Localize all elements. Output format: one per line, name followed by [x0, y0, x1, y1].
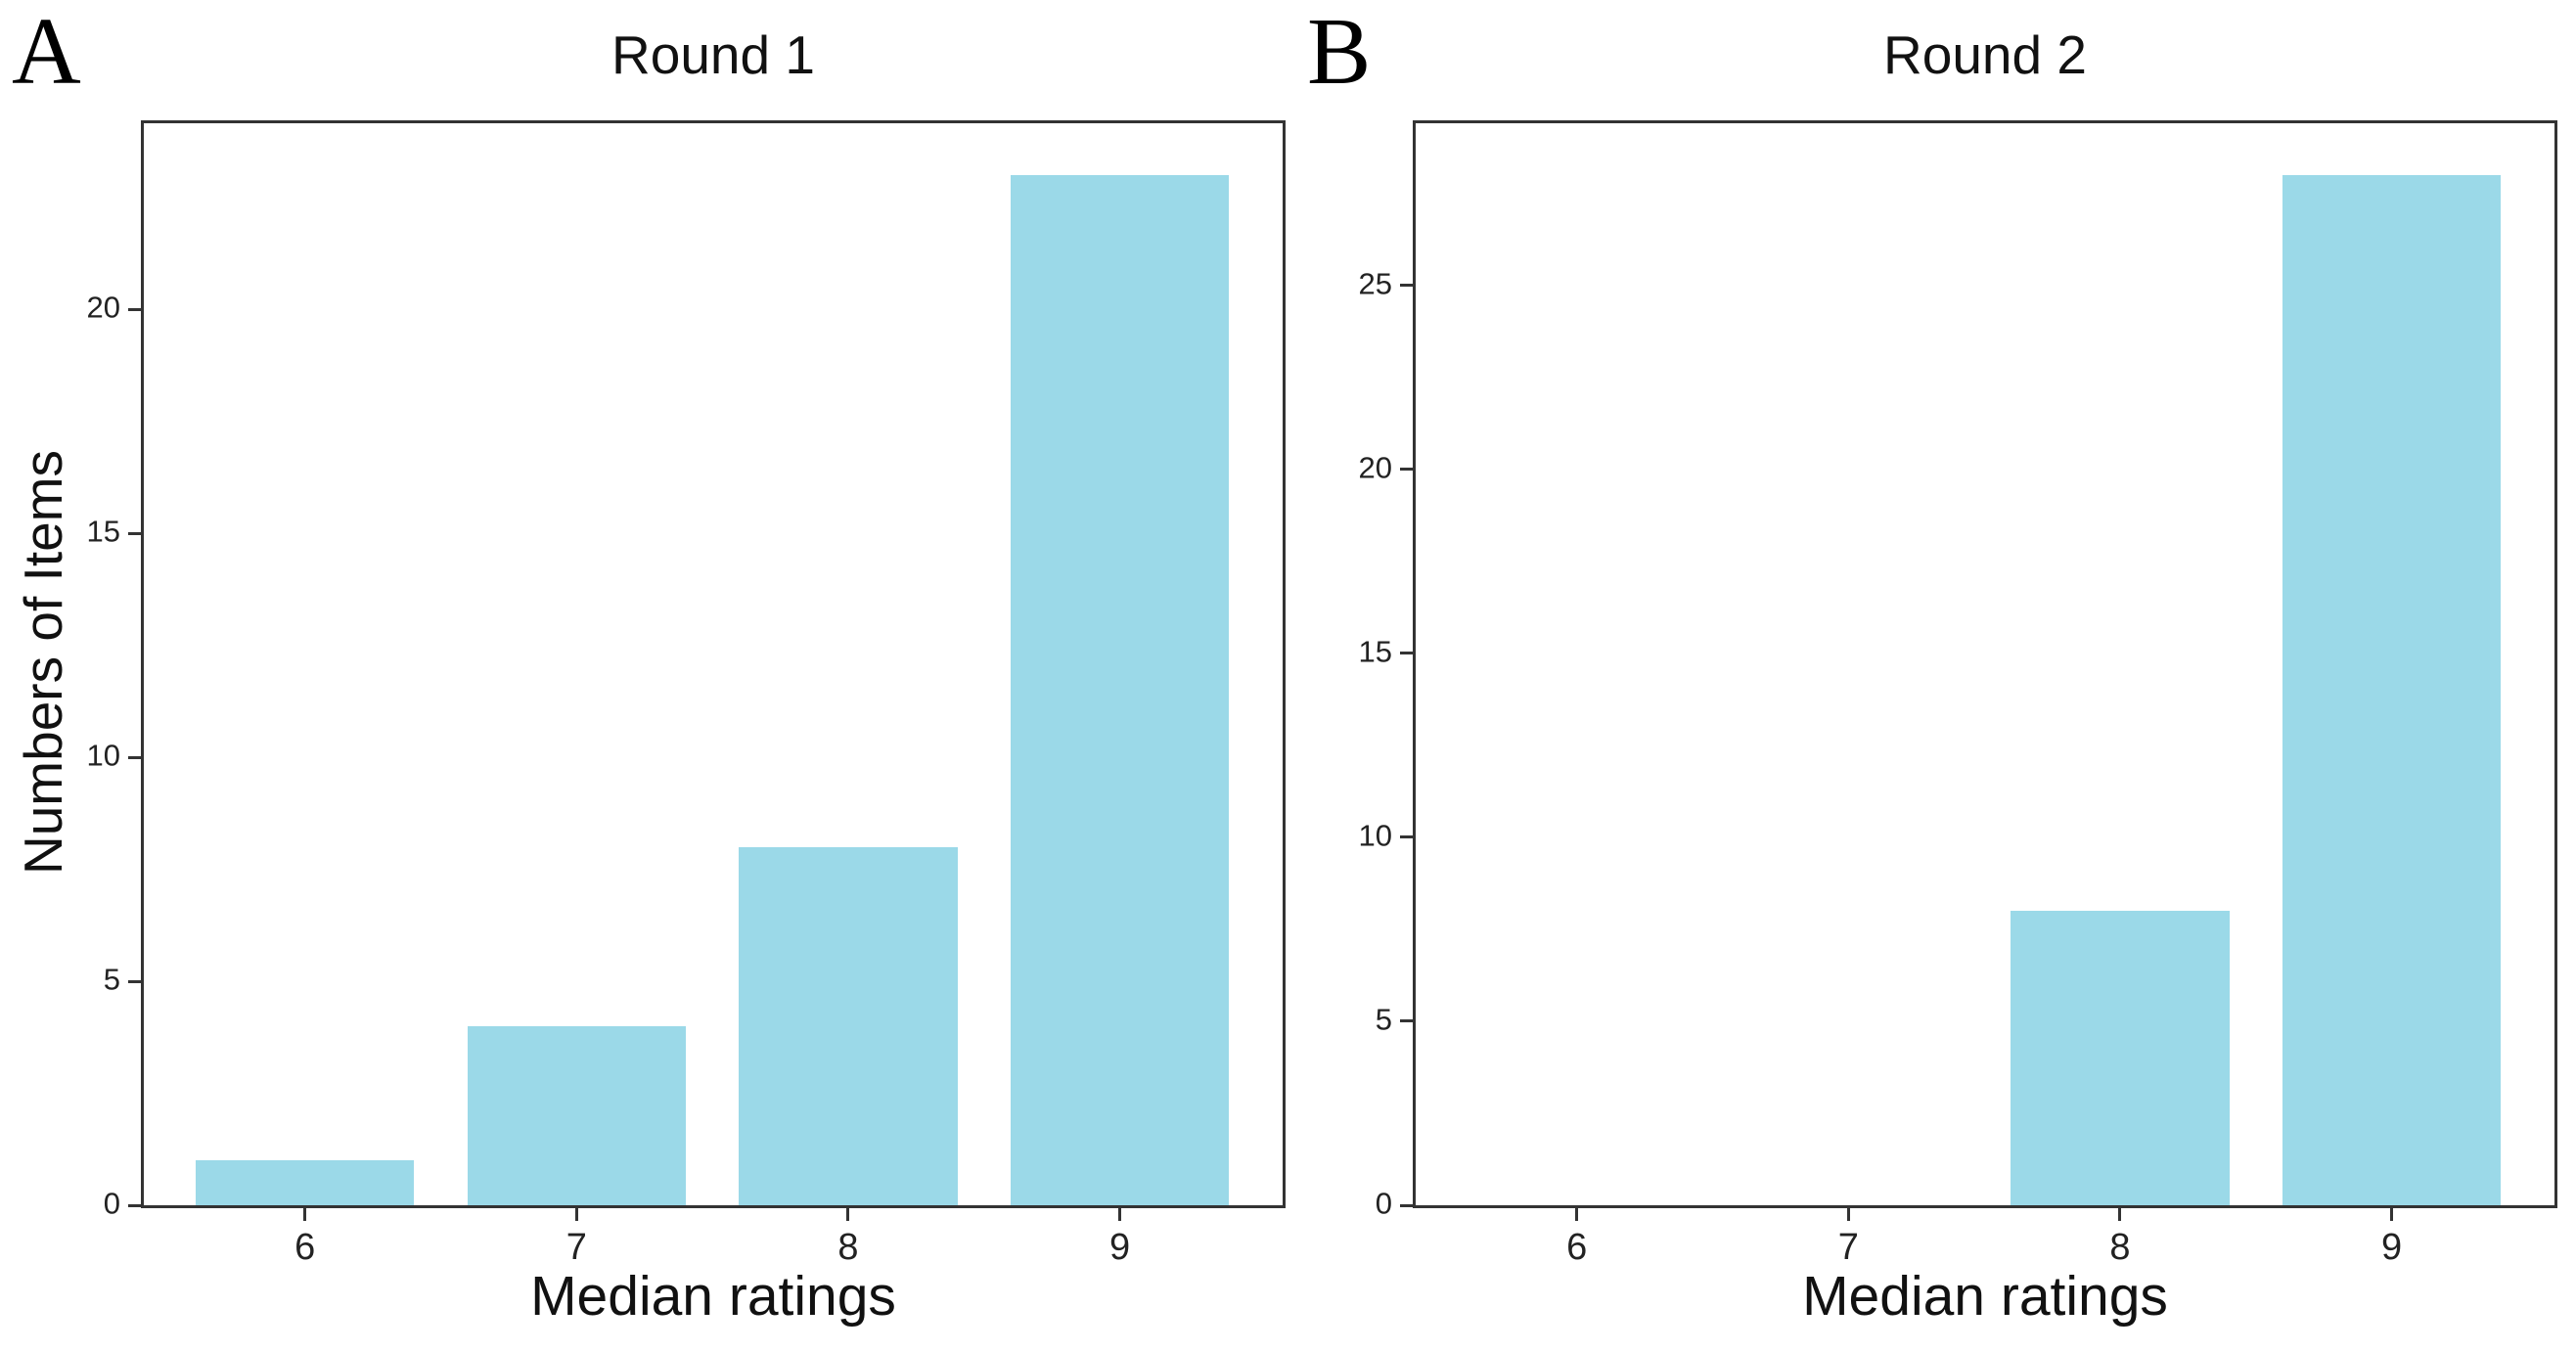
y-tick-mark — [128, 1203, 141, 1207]
bar-median-8 — [739, 846, 958, 1205]
plot-area-round-2: 0 5 10 15 20 25 6 7 8 9 — [1359, 120, 2557, 1268]
y-tick-label: 15 — [1358, 634, 1392, 669]
panel-letter-b: B — [1307, 0, 1372, 105]
plot-area-round-1: 0 5 10 15 20 6 7 8 9 — [87, 120, 1286, 1268]
y-tick-mark — [1400, 1019, 1413, 1023]
y-tick-mark — [128, 307, 141, 311]
x-tick-mark — [303, 1208, 307, 1221]
y-tick-mark — [1400, 284, 1413, 288]
x-tick-label: 7 — [565, 1227, 587, 1268]
y-tick-label: 25 — [1358, 266, 1392, 301]
x-tick-mark — [2390, 1208, 2394, 1221]
x-tick-label: 9 — [2380, 1227, 2403, 1268]
y-tick-mark — [1400, 468, 1413, 472]
x-tick-label: 6 — [294, 1227, 316, 1268]
y-tick-label: 5 — [103, 962, 120, 997]
y-tick-mark — [1400, 652, 1413, 655]
y-tick-mark — [128, 755, 141, 759]
bar-median-9 — [1010, 174, 1230, 1205]
panel-letter-a: A — [12, 0, 81, 105]
y-tick-label: 0 — [1375, 1186, 1392, 1221]
y-tick-label: 20 — [1358, 450, 1392, 485]
x-axis-title-round-2: Median ratings — [1802, 1265, 2168, 1328]
y-tick-label: 10 — [1358, 818, 1392, 853]
x-tick-label: 8 — [837, 1227, 859, 1268]
x-tick-label: 7 — [1837, 1227, 1859, 1268]
y-tick-mark — [1400, 835, 1413, 839]
bar-median-8 — [2011, 911, 2230, 1205]
y-tick-label: 0 — [103, 1186, 120, 1221]
bar-median-7 — [467, 1025, 687, 1205]
y-tick-mark — [128, 531, 141, 535]
y-tick-label: 15 — [86, 514, 120, 549]
y-tick-mark — [1400, 1203, 1413, 1207]
bar-median-6 — [195, 1160, 415, 1205]
y-tick-label: 10 — [86, 738, 120, 773]
x-tick-mark — [574, 1208, 578, 1221]
x-axis-title-round-1: Median ratings — [530, 1265, 896, 1328]
x-tick-label: 9 — [1108, 1227, 1131, 1268]
chart-title-round-2: Round 2 — [1883, 24, 2087, 85]
x-tick-label: 8 — [2109, 1227, 2131, 1268]
y-tick-mark — [128, 979, 141, 983]
x-tick-mark — [846, 1208, 850, 1221]
x-tick-mark — [1575, 1208, 1579, 1221]
bar-median-9 — [2282, 174, 2502, 1205]
y-tick-label: 20 — [86, 290, 120, 325]
chart-title-round-1: Round 1 — [611, 24, 815, 85]
y-tick-label: 5 — [1375, 1002, 1392, 1037]
x-tick-mark — [1118, 1208, 1122, 1221]
x-tick-mark — [2118, 1208, 2122, 1221]
x-tick-label: 6 — [1566, 1227, 1588, 1268]
x-tick-mark — [1846, 1208, 1850, 1221]
